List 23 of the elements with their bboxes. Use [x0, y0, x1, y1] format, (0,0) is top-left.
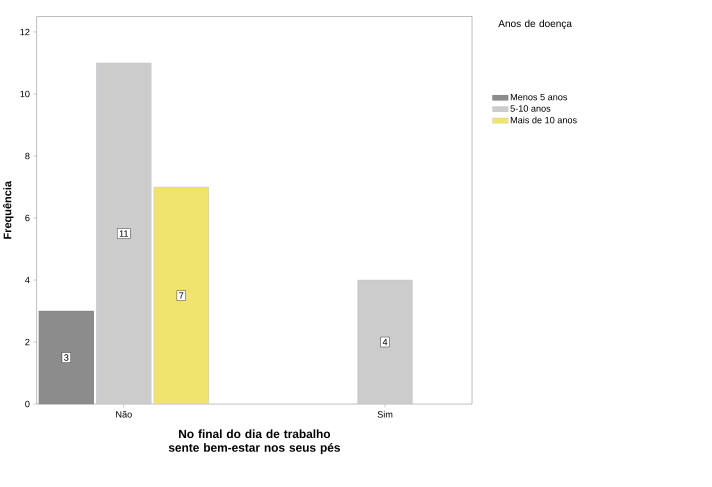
- y-tick-label: 12: [20, 29, 30, 36]
- y-axis-title: Frequência: [3, 181, 14, 239]
- y-tick-label: 6: [25, 215, 30, 222]
- bar: [154, 187, 209, 404]
- y-tick-label: 2: [25, 339, 30, 346]
- data-label: 11: [120, 230, 128, 237]
- legend-label: Menos 5 anos: [510, 94, 568, 101]
- x-tick-label: Sim: [378, 411, 392, 418]
- x-axis-title: No final do dia de trabalho sente bem-estar nos seus pés: [168, 430, 340, 454]
- y-tick-label: 4: [25, 277, 30, 284]
- legend-label: 5-10 anos: [510, 106, 550, 112]
- legend-label: Mais de 10 anos: [510, 116, 577, 124]
- bar: [96, 63, 152, 404]
- bar: [38, 311, 94, 404]
- y-tick-label: 0: [25, 401, 30, 408]
- bar: [357, 280, 413, 404]
- x-tick-label: Não: [116, 411, 132, 418]
- y-tick-label: 10: [20, 91, 30, 98]
- data-label: 7: [179, 292, 184, 299]
- legend-title: Anos de doença: [498, 20, 572, 30]
- y-tick-label: 8: [25, 153, 30, 160]
- data-label: 3: [64, 354, 68, 362]
- data-label: 4: [382, 339, 388, 346]
